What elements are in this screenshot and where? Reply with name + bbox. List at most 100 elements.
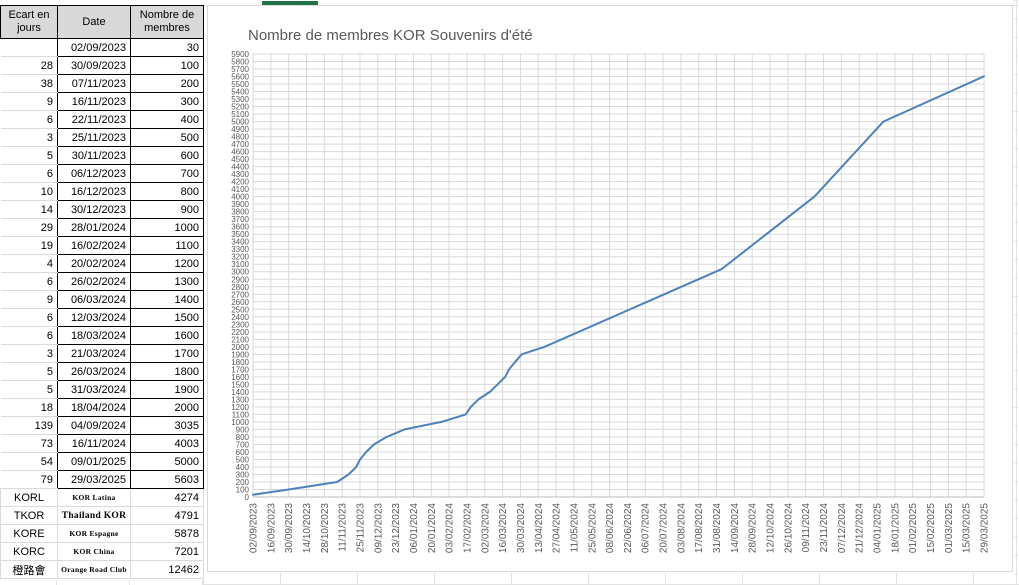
membres-cell[interactable]: 5603 [130,470,204,489]
membres-cell[interactable]: 2000 [130,398,204,417]
membres-cell[interactable]: 1300 [130,272,204,291]
club-value-cell[interactable]: 4791 [130,506,204,525]
date-cell[interactable]: 16/11/2023 [57,92,131,111]
ecart-cell[interactable]: 10 [0,182,58,201]
x-axis-tick-label: 28/09/2024 [748,503,759,553]
date-cell[interactable]: 30/09/2023 [57,56,131,75]
membres-cell[interactable]: 300 [130,92,204,111]
x-axis-tick-label: 14/10/2023 [302,503,313,553]
club-name-cell[interactable]: KOR Espagne [57,524,131,543]
ecart-cell[interactable]: 5 [0,362,58,381]
club-name-cell[interactable]: Orange Road Club [57,560,131,579]
date-cell[interactable]: 18/03/2024 [57,326,131,345]
date-cell[interactable]: 12/03/2024 [57,308,131,327]
ecart-cell[interactable]: 6 [0,110,58,129]
membres-cell[interactable]: 1600 [130,326,204,345]
date-cell[interactable]: 25/11/2023 [57,128,131,147]
membres-cell[interactable]: 600 [130,146,204,165]
ecart-cell[interactable] [0,38,58,57]
date-cell[interactable]: 16/11/2024 [57,434,131,453]
y-axis-tick-label: 1600 [231,373,249,382]
ecart-cell[interactable]: 28 [0,56,58,75]
ecart-cell[interactable]: 9 [0,92,58,111]
ecart-cell[interactable]: 79 [0,470,58,489]
club-code-cell[interactable]: 橙路會 [0,560,58,579]
membres-cell[interactable]: 1400 [130,290,204,309]
ecart-cell[interactable]: 6 [0,326,58,345]
ecart-cell[interactable]: 19 [0,236,58,255]
club-value-cell[interactable]: 4274 [130,488,204,507]
date-cell[interactable]: 06/12/2023 [57,164,131,183]
ecart-cell[interactable]: 5 [0,146,58,165]
date-cell[interactable]: 16/02/2024 [57,236,131,255]
header-date[interactable]: Date [57,5,131,39]
date-cell[interactable]: 09/01/2025 [57,452,131,471]
header-ecart-en-jours[interactable]: Ecart en jours [0,5,58,39]
membres-cell[interactable]: 800 [130,182,204,201]
date-cell[interactable]: 29/03/2025 [57,470,131,489]
date-cell[interactable]: 06/03/2024 [57,290,131,309]
club-code-cell[interactable]: TKOR [0,506,58,525]
club-code-cell[interactable]: KORC [0,542,58,561]
date-cell[interactable]: 21/03/2024 [57,344,131,363]
date-cell[interactable]: 28/01/2024 [57,218,131,237]
club-code-cell[interactable]: KORE [0,524,58,543]
ecart-cell[interactable]: 14 [0,200,58,219]
membres-cell[interactable]: 1800 [130,362,204,381]
membres-cell[interactable]: 900 [130,200,204,219]
club-value-cell[interactable]: 5878 [130,524,204,543]
membres-cell[interactable]: 30 [130,38,204,57]
membres-cell[interactable]: 500 [130,128,204,147]
ecart-cell[interactable]: 3 [0,344,58,363]
ecart-cell[interactable]: 73 [0,434,58,453]
membres-cell[interactable]: 3035 [130,416,204,435]
ecart-cell[interactable]: 38 [0,74,58,93]
date-cell[interactable]: 02/09/2023 [57,38,131,57]
membres-cell[interactable]: 5000 [130,452,204,471]
date-cell[interactable]: 16/12/2023 [57,182,131,201]
club-value-cell[interactable]: 12462 [130,560,204,579]
ecart-cell[interactable]: 3 [0,128,58,147]
ecart-cell[interactable]: 6 [0,164,58,183]
membres-cell[interactable]: 1500 [130,308,204,327]
ecart-cell[interactable]: 54 [0,452,58,471]
club-value-cell[interactable]: 7201 [130,542,204,561]
ecart-cell[interactable]: 6 [0,308,58,327]
header-nombre-de-membres[interactable]: Nombre de membres [130,5,204,39]
y-axis-tick-label: 1500 [231,380,249,389]
ecart-cell[interactable]: 6 [0,272,58,291]
ecart-cell[interactable]: 4 [0,254,58,273]
club-name-cell[interactable]: KOR Latina [57,488,131,507]
membres-cell[interactable]: 1700 [130,344,204,363]
date-cell[interactable]: 31/03/2024 [57,380,131,399]
date-cell[interactable]: 07/11/2023 [57,74,131,93]
membres-cell[interactable]: 1000 [130,218,204,237]
membres-cell[interactable]: 4003 [130,434,204,453]
date-cell[interactable]: 04/09/2024 [57,416,131,435]
club-name-cell[interactable]: KOR China [57,542,131,561]
date-cell[interactable]: 18/04/2024 [57,398,131,417]
date-cell[interactable]: 30/12/2023 [57,200,131,219]
membres-cell[interactable]: 100 [130,56,204,75]
membres-cell[interactable]: 1900 [130,380,204,399]
ecart-cell[interactable]: 5 [0,380,58,399]
club-name-cell[interactable]: Thailand KOR [57,506,131,525]
membres-cell[interactable]: 1100 [130,236,204,255]
membres-cell[interactable]: 1200 [130,254,204,273]
date-cell[interactable]: 26/02/2024 [57,272,131,291]
x-axis-tick-label: 13/04/2024 [534,503,545,553]
date-cell[interactable]: 30/11/2023 [57,146,131,165]
members-line-chart[interactable]: 0 100 200 300 400 500 600 700 800 900 1000 1100 1200… [207,5,1013,572]
membres-cell[interactable]: 400 [130,110,204,129]
date-cell[interactable]: 22/11/2023 [57,110,131,129]
membres-cell[interactable]: 700 [130,164,204,183]
membres-cell[interactable]: 200 [130,74,204,93]
ecart-cell[interactable]: 18 [0,398,58,417]
club-code-cell[interactable]: KORL [0,488,58,507]
date-cell[interactable]: 26/03/2024 [57,362,131,381]
date-cell[interactable]: 20/02/2024 [57,254,131,273]
table-row: 6 26/02/2024 1300 [0,272,204,291]
ecart-cell[interactable]: 29 [0,218,58,237]
ecart-cell[interactable]: 139 [0,416,58,435]
ecart-cell[interactable]: 9 [0,290,58,309]
